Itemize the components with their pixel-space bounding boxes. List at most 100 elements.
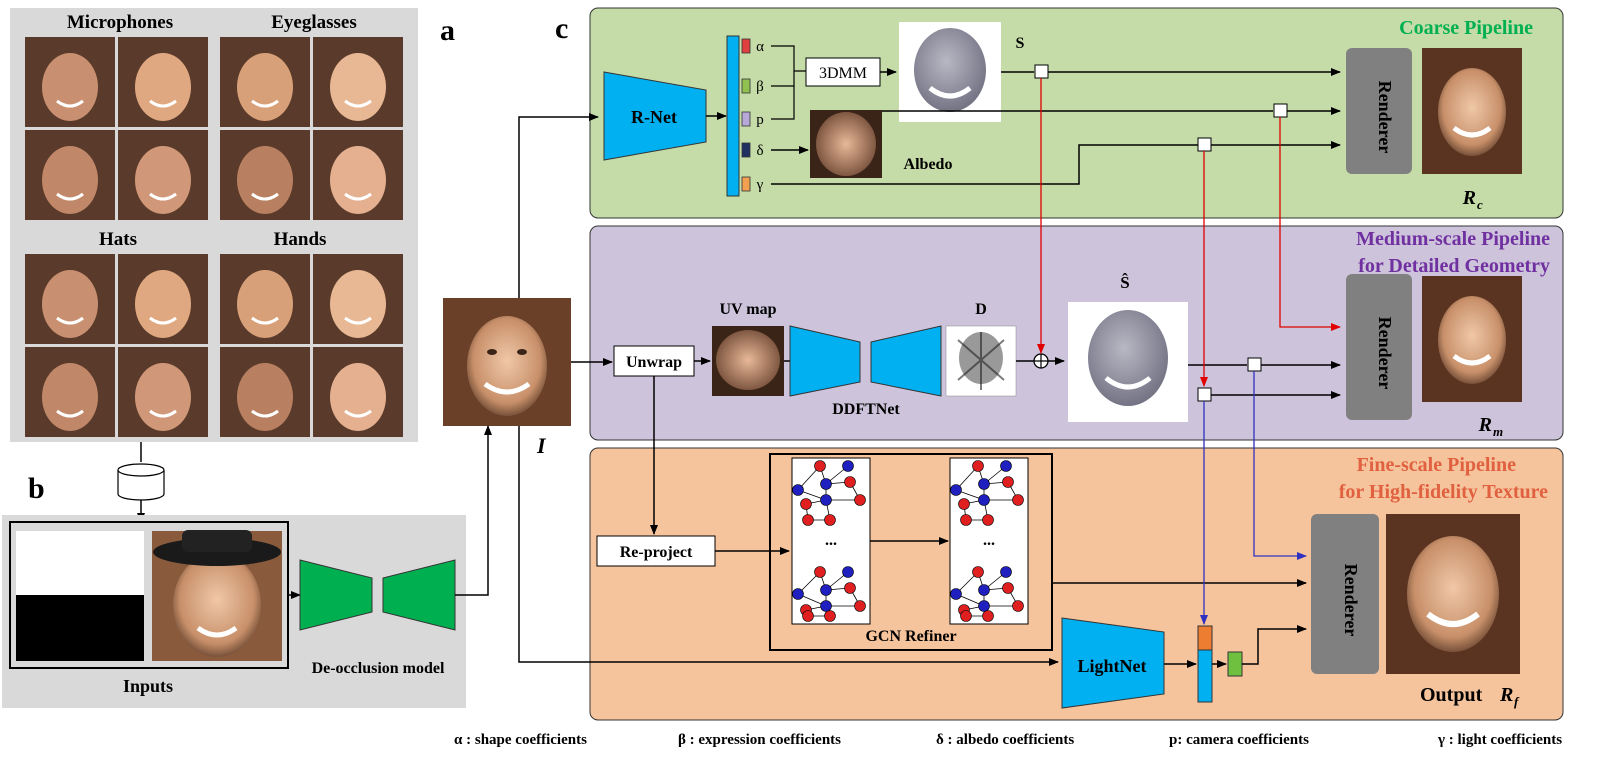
ddftnet-decoder [870,325,942,397]
deocclusion-decoder [382,559,456,631]
rnet-label: R-Net [631,107,677,127]
gcn-node [1012,600,1024,612]
gcn-node [950,588,962,600]
input-face-I [443,298,571,426]
link-gamma-out [771,144,1198,185]
junction-light [1197,137,1212,152]
legend-delta: δ : albedo coefficients [936,732,1074,748]
gcn-node [950,484,962,496]
gcn-node [814,566,826,578]
occlusion-example-grid [25,37,403,437]
category-microphones: Microphones [67,12,173,33]
unwrap-label: Unwrap [626,354,682,371]
occluded-face-thumbnail [118,37,208,127]
gcn-node [800,498,812,510]
gcn-node [842,566,854,578]
link-refined-shape-to-fine-renderer [1253,371,1307,560]
displacement-map [945,325,1017,397]
ddftnet-label: DDFTNet [832,401,900,418]
link-albedo-to-medium-renderer [1279,117,1341,331]
medium-output-symbol: R [1478,414,1492,436]
inputs-label: Inputs [123,676,173,696]
fine-output-subscript: f [1514,694,1520,709]
lightnet-label: LightNet [1078,656,1147,676]
gcn-dots-1: ... [825,532,837,549]
coarse-title: Coarse Pipeline [1399,17,1533,39]
gcn-node [978,584,990,596]
gcn-node [814,460,826,472]
gcn-node [854,494,866,506]
gcn-node [792,588,804,600]
link-p-to-3dmm [771,86,795,120]
gcn-node [1000,460,1012,472]
gcn-node [1002,582,1014,594]
coarse-shape-S-label: S [1016,35,1025,52]
albedo-texture [810,110,882,178]
category-hats: Hats [99,229,137,250]
occluded-face-thumbnail [118,130,208,220]
link-light-to-fine-renderer [1242,625,1307,665]
lightnet-block [1061,617,1165,709]
fine-renderer [1311,514,1379,674]
gcn-node [854,600,866,612]
medium-output-subscript: m [1493,424,1503,439]
occluded-input-face [152,530,282,661]
gcn-node [960,610,972,622]
occluded-face-thumbnail [313,37,403,127]
medium-output-face [1422,276,1522,402]
refined-shape-label: Ŝ [1120,273,1129,292]
coarse-renderer-label: Renderer [1375,81,1395,154]
fine-title-line2: for High-fidelity Texture [1339,481,1548,503]
gcn-refiner-label: GCN Refiner [865,628,956,645]
medium-renderer [1346,274,1412,420]
coarse-renderer [1346,48,1412,174]
occluded-face-thumbnail [118,347,208,437]
light-vector-bottom [1197,649,1213,703]
light-vector-top [1197,625,1213,651]
gcn-node [972,460,984,472]
panel-label-a: a [440,14,455,47]
gcn-node [824,514,836,526]
legend-beta: β : expression coefficients [678,732,841,748]
gcn-node [820,494,832,506]
coarse-shape-mesh [899,22,1001,122]
gcn-refiner-frame [769,453,1053,651]
gcn-node [1000,566,1012,578]
coefficient-vector [726,35,740,197]
link-I-to-rnet [518,113,599,298]
gcn-node [960,514,972,526]
coefficient-symbol: β [756,79,764,95]
gcn-node [792,484,804,496]
occluded-face-thumbnail [220,254,310,344]
junction-shape [1034,64,1049,79]
medium-renderer-label: Renderer [1375,317,1395,390]
junction-refined-shape [1247,357,1262,372]
coefficient-swatch [741,111,751,127]
albedo-label: Albedo [904,156,953,173]
occluded-face-thumbnail [25,130,115,220]
gcn-node [978,600,990,612]
deocclusion-encoder [299,559,373,631]
fine-renderer-label: Renderer [1341,564,1361,637]
occluded-face-thumbnail [220,347,310,437]
occluded-face-thumbnail [220,130,310,220]
coefficient-symbol: δ [756,143,763,159]
gcn-node [978,478,990,490]
fine-output-face [1386,514,1520,674]
coefficient-symbol: p [756,112,764,128]
medium-title-line2: for Detailed Geometry [1358,255,1550,277]
gcn-node [982,514,994,526]
panel-label-c: c [555,12,568,45]
coarse-output-face [1422,48,1522,174]
occluded-face-thumbnail [25,254,115,344]
gcn-node [982,610,994,622]
occluded-face-thumbnail [118,254,208,344]
coefficient-swatch [741,78,751,94]
legend-p: p: camera coefficients [1169,732,1309,748]
rnet-block [603,71,707,161]
uvmap-label: UV map [719,301,776,318]
fine-output-prefix: Output [1420,684,1483,706]
gcn-node [972,566,984,578]
legend-gamma: γ : light coefficients [1437,732,1562,748]
coefficient-symbol: γ [756,177,764,193]
